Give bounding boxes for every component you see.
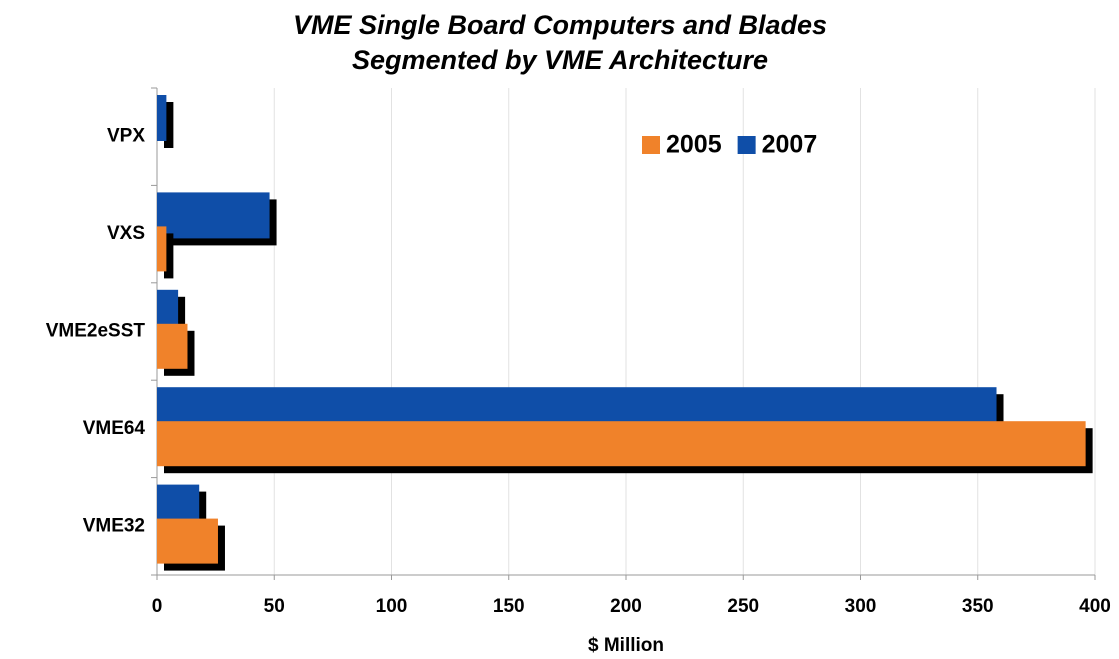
x-tick-label: 400 bbox=[1079, 596, 1111, 617]
x-tick-label: 0 bbox=[152, 596, 163, 617]
legend-swatch bbox=[642, 136, 660, 154]
bar bbox=[157, 192, 270, 239]
chart-title: VME Single Board Computers and Blades bbox=[293, 10, 827, 40]
bar-shadow bbox=[164, 102, 174, 148]
x-tick-label: 100 bbox=[376, 596, 408, 617]
legend-label: 2007 bbox=[762, 131, 818, 159]
bar-shadow bbox=[164, 233, 174, 279]
x-tick-label: 50 bbox=[264, 596, 285, 617]
bar bbox=[157, 323, 188, 369]
x-tick-label: 200 bbox=[610, 596, 642, 617]
x-tick-label: 150 bbox=[493, 596, 525, 617]
legend-label: 2005 bbox=[666, 131, 722, 159]
y-tick-label: VME32 bbox=[83, 515, 145, 536]
x-tick-label: 350 bbox=[962, 596, 994, 617]
bar bbox=[157, 421, 1086, 467]
bar bbox=[157, 226, 167, 272]
x-tick-label: 250 bbox=[727, 596, 759, 617]
y-tick-label: VME2eSST bbox=[46, 321, 146, 342]
bar bbox=[157, 95, 167, 141]
y-tick-label: VPX bbox=[107, 126, 145, 147]
x-tick-label: 300 bbox=[845, 596, 877, 617]
chart-subtitle: Segmented by VME Architecture bbox=[352, 45, 768, 75]
x-axis-label: $ Million bbox=[588, 635, 664, 656]
legend-swatch bbox=[737, 136, 756, 154]
y-tick-label: VME64 bbox=[83, 418, 146, 439]
y-tick-label: VXS bbox=[107, 223, 145, 244]
bar bbox=[157, 518, 218, 564]
